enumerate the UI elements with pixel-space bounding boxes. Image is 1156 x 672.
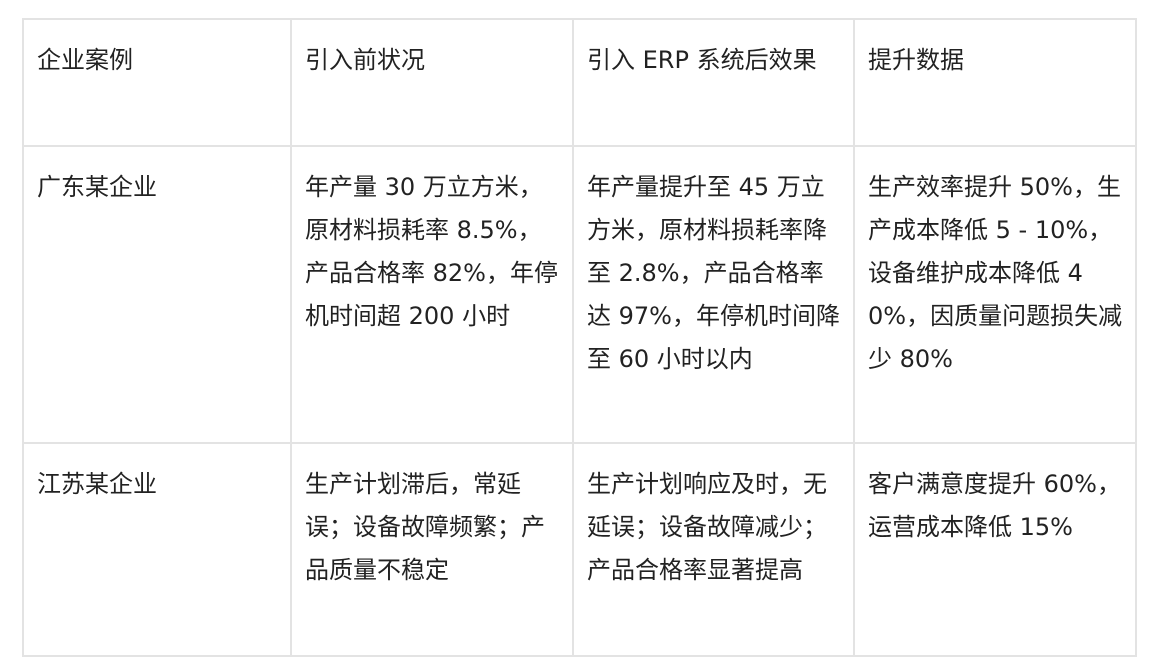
cell: 江苏某企业	[22, 442, 292, 657]
table-row: 广东某企业 年产量 30 万立方米，原材料损耗率 8.5%，产品合格率 82%，…	[22, 145, 1137, 444]
header-cell: 企业案例	[22, 18, 292, 147]
table-row: 江苏某企业 生产计划滞后，常延误；设备故障频繁；产品质量不稳定 生产计划响应及时…	[22, 442, 1137, 657]
header-row: 企业案例 引入前状况 引入 ERP 系统后效果 提升数据	[22, 18, 1137, 147]
cell: 年产量 30 万立方米，原材料损耗率 8.5%，产品合格率 82%，年停机时间超…	[290, 145, 574, 444]
cell: 广东某企业	[22, 145, 292, 444]
cell: 年产量提升至 45 万立方米，原材料损耗率降至 2.8%，产品合格率达 97%，…	[572, 145, 855, 444]
header-cell: 引入 ERP 系统后效果	[572, 18, 855, 147]
header-cell: 提升数据	[853, 18, 1137, 147]
data-table: 企业案例 引入前状况 引入 ERP 系统后效果 提升数据 广东某企业 年产量 3…	[22, 18, 1137, 657]
cell: 生产计划滞后，常延误；设备故障频繁；产品质量不稳定	[290, 442, 574, 657]
cell: 生产计划响应及时，无延误；设备故障减少；产品合格率显著提高	[572, 442, 855, 657]
cell: 生产效率提升 50%，生产成本降低 5 - 10%，设备维护成本降低 40%，因…	[853, 145, 1137, 444]
cell: 客户满意度提升 60%，运营成本降低 15%	[853, 442, 1137, 657]
header-cell: 引入前状况	[290, 18, 574, 147]
